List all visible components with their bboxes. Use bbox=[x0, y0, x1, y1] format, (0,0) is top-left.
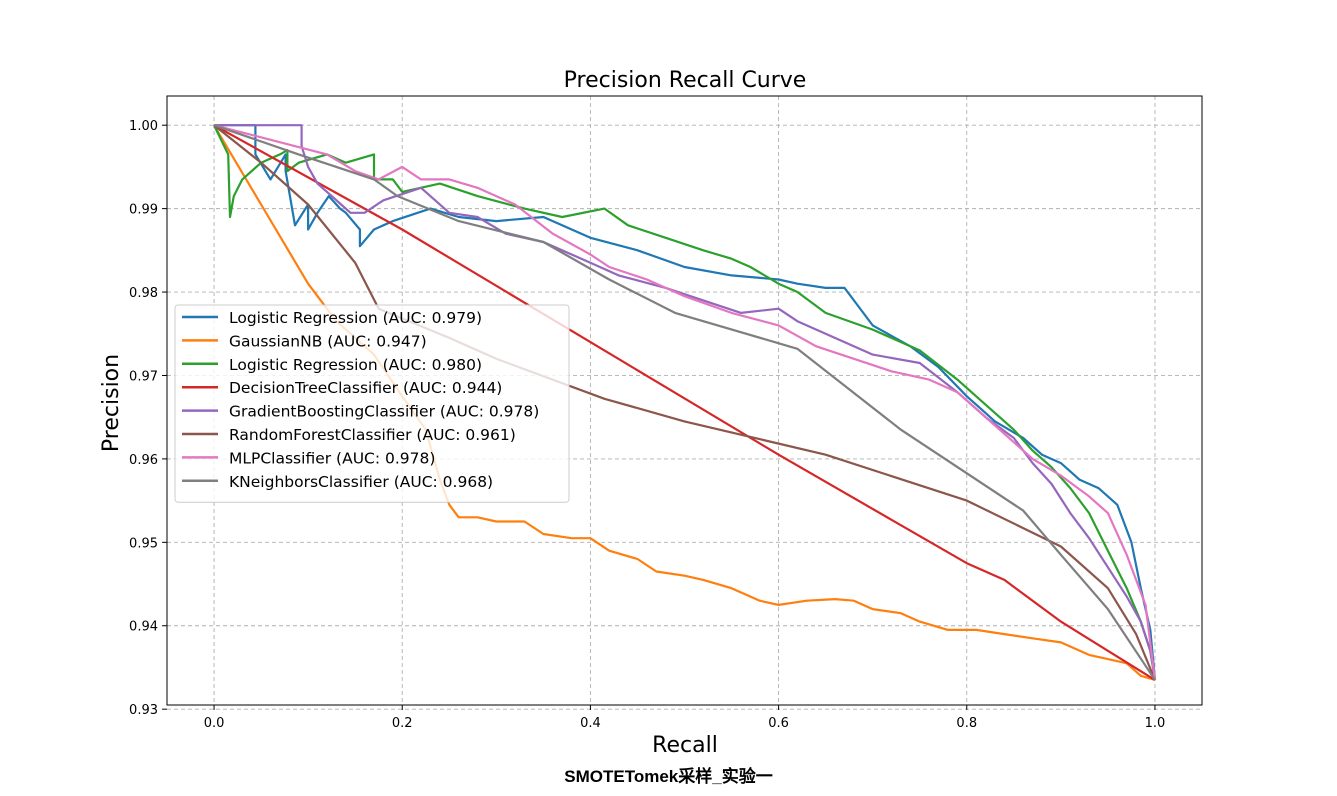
y-tick-label: 0.98 bbox=[129, 286, 158, 301]
x-tick-label: 1.0 bbox=[1145, 716, 1166, 731]
plot-frame bbox=[166, 95, 1203, 706]
y-tick-label: 0.99 bbox=[129, 203, 158, 218]
series-line-6 bbox=[213, 124, 1157, 681]
legend-label: Logistic Regression (AUC: 0.979) bbox=[229, 309, 482, 327]
x-tick-label: 0.8 bbox=[956, 716, 977, 731]
legend-box bbox=[174, 304, 570, 503]
legend-label: KNeighborsClassifier (AUC: 0.968) bbox=[229, 473, 493, 491]
x-tick-label: 0.4 bbox=[580, 716, 601, 731]
legend-label: RandomForestClassifier (AUC: 0.961) bbox=[229, 426, 516, 444]
series-line-7 bbox=[213, 124, 1157, 681]
x-tick-label: 0.6 bbox=[768, 716, 789, 731]
x-tick-label: 0.2 bbox=[392, 716, 413, 731]
figure-caption: SMOTETomek采样_实验一 bbox=[564, 767, 773, 786]
y-tick-label: 0.95 bbox=[129, 536, 158, 551]
legend-label: DecisionTreeClassifier (AUC: 0.944) bbox=[229, 379, 502, 397]
legend-label: GradientBoostingClassifier (AUC: 0.978) bbox=[229, 403, 539, 421]
y-tick-label: 0.96 bbox=[129, 453, 158, 468]
chart-title: Precision Recall Curve bbox=[564, 68, 807, 93]
series-line-1 bbox=[214, 124, 1157, 681]
y-tick-label: 0.93 bbox=[129, 703, 158, 718]
y-tick-label: 0.94 bbox=[129, 620, 158, 635]
x-tick-label: 0.0 bbox=[204, 716, 225, 731]
y-axis-label: Precision bbox=[99, 354, 124, 452]
legend: Logistic Regression (AUC: 0.979) Gaussian… bbox=[174, 304, 570, 503]
y-tick-label: 1.00 bbox=[129, 119, 158, 134]
legend-label: GaussianNB (AUC: 0.947) bbox=[229, 332, 427, 350]
series-line-8 bbox=[213, 124, 1156, 681]
x-axis-label: Recall bbox=[652, 733, 718, 758]
series-line-5 bbox=[214, 124, 1157, 681]
y-tick-label: 0.97 bbox=[129, 369, 158, 384]
series-line-4 bbox=[213, 124, 1156, 681]
legend-label: Logistic Regression (AUC: 0.980) bbox=[229, 356, 482, 374]
tick-layer: 0.0 0.2 0.4 0.6 0.8 1.0 0.93 0.94 0.95 0.96 0.97 0.… bbox=[129, 119, 1165, 731]
legend-label: MLPClassifier (AUC: 0.978) bbox=[229, 449, 435, 467]
